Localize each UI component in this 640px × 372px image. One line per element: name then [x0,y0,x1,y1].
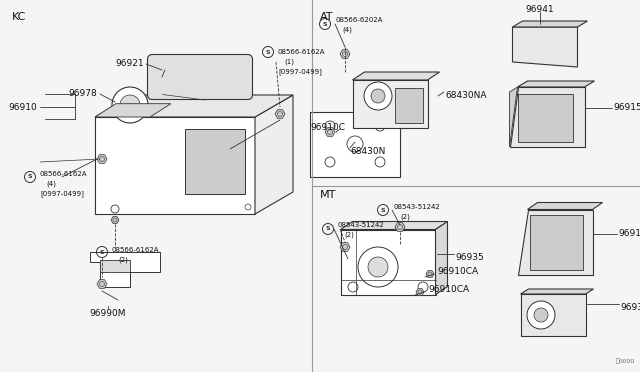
Text: 隐0000: 隐0000 [616,358,635,364]
Text: [0997-0499]: [0997-0499] [278,68,322,76]
Circle shape [120,95,140,115]
Circle shape [534,308,548,322]
Text: (1): (1) [284,59,294,65]
Polygon shape [95,95,293,117]
Text: 96910CA: 96910CA [428,285,469,294]
Polygon shape [513,21,588,27]
Text: 96910: 96910 [8,103,36,112]
Text: 08566-6162A: 08566-6162A [40,171,88,177]
Text: 96921: 96921 [115,60,143,68]
Polygon shape [340,230,435,295]
Text: 68430NA: 68430NA [445,90,486,99]
Text: 96910CA: 96910CA [437,266,478,276]
Text: KC: KC [12,12,26,22]
Polygon shape [435,221,447,295]
Text: 96990M: 96990M [90,310,126,318]
Text: (2): (2) [118,257,128,263]
Text: S: S [323,22,327,26]
Polygon shape [513,27,577,67]
Text: 08566-6202A: 08566-6202A [336,17,383,23]
Polygon shape [111,217,119,224]
Text: S: S [100,250,104,254]
Bar [395,88,423,123]
Polygon shape [509,87,518,147]
Polygon shape [426,270,434,278]
Text: 08566-6162A: 08566-6162A [112,247,159,253]
Text: 08566-6162A: 08566-6162A [278,49,326,55]
Polygon shape [518,209,593,275]
Polygon shape [518,81,595,87]
Polygon shape [90,252,160,287]
Polygon shape [275,110,285,118]
Polygon shape [353,80,428,128]
Polygon shape [416,289,424,295]
Polygon shape [97,155,107,163]
Text: 96915M: 96915M [613,103,640,112]
Text: (2): (2) [400,214,410,220]
Polygon shape [527,202,602,209]
Text: 96935: 96935 [620,302,640,311]
Polygon shape [520,294,586,336]
Text: AT: AT [320,12,333,22]
FancyBboxPatch shape [147,55,253,99]
Bar [185,129,245,194]
Polygon shape [255,95,293,214]
Polygon shape [310,112,400,176]
Bar [529,215,582,269]
Polygon shape [520,289,593,294]
Text: S: S [28,174,32,180]
Text: 08543-51242: 08543-51242 [338,222,385,228]
Text: 08543-51242: 08543-51242 [394,204,441,210]
Polygon shape [97,280,107,288]
Circle shape [358,247,398,287]
Polygon shape [340,243,350,251]
Circle shape [364,82,392,110]
Text: 68430N: 68430N [350,148,385,157]
Text: 96915M: 96915M [618,230,640,238]
Text: MT: MT [320,190,337,200]
Text: 96978: 96978 [68,90,97,99]
Text: 96910C: 96910C [310,124,345,132]
Text: 96935: 96935 [455,253,484,262]
Text: (2): (2) [344,232,354,238]
Text: S: S [326,227,330,231]
Polygon shape [95,117,255,214]
Polygon shape [95,104,171,117]
Circle shape [112,87,148,123]
Text: [0997-0499]: [0997-0499] [40,190,84,198]
Polygon shape [340,221,447,230]
Text: (4): (4) [46,181,56,187]
Polygon shape [395,223,405,231]
Polygon shape [509,87,584,147]
Text: S: S [381,208,385,212]
Polygon shape [325,128,335,136]
Text: S: S [266,49,270,55]
Circle shape [371,89,385,103]
Polygon shape [353,72,440,80]
Bar [518,94,573,142]
Circle shape [527,301,555,329]
Text: (4): (4) [342,27,352,33]
Polygon shape [340,50,350,58]
Circle shape [368,257,388,277]
Polygon shape [100,260,130,272]
Text: 96941: 96941 [525,6,554,15]
